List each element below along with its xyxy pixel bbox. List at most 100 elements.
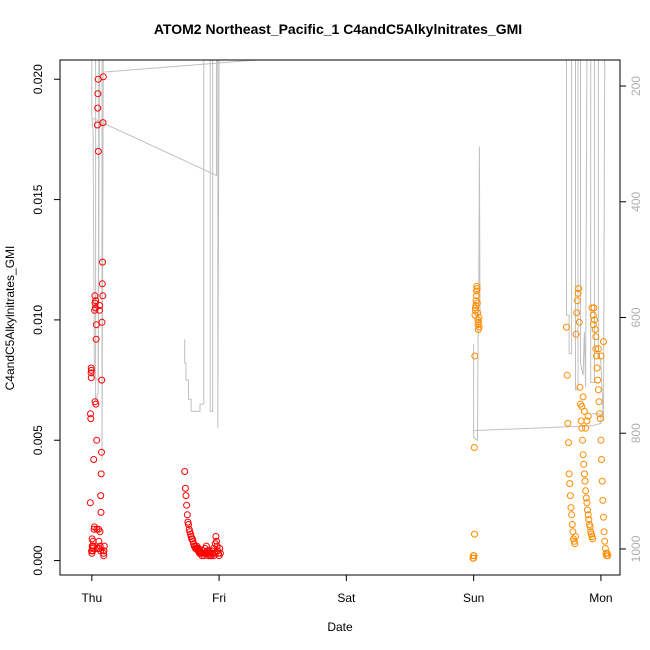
profile-line — [217, 59, 220, 429]
data-point — [96, 306, 103, 314]
x-axis-label: Date — [327, 620, 353, 634]
data-point — [95, 537, 103, 545]
data-point — [213, 537, 220, 545]
data-point — [471, 530, 478, 538]
data-point — [574, 289, 582, 297]
data-point — [470, 444, 478, 451]
data-point — [474, 309, 482, 317]
data-point — [93, 121, 101, 129]
data-point — [600, 528, 608, 536]
data-point — [592, 345, 600, 353]
data-point — [470, 554, 478, 562]
altitude-profile-lines — [91, 59, 606, 460]
data-point — [212, 533, 220, 540]
data-point — [99, 292, 107, 300]
y-tick-label: 0.015 — [31, 184, 45, 214]
data-point — [92, 321, 100, 329]
data-point — [599, 496, 607, 504]
data-point — [185, 521, 192, 528]
data-point — [99, 73, 107, 81]
data-point — [575, 285, 583, 293]
data-point — [578, 424, 586, 432]
data-point — [181, 484, 189, 492]
data-point — [581, 477, 589, 485]
data-point — [584, 412, 592, 420]
data-point — [472, 292, 480, 300]
data-point — [566, 492, 574, 500]
data-point — [565, 470, 573, 478]
data-point — [573, 297, 581, 305]
profile-line — [104, 59, 258, 73]
data-point — [601, 545, 609, 552]
data-point — [98, 280, 106, 288]
data-point — [473, 282, 481, 290]
y-tick-label: 0.000 — [31, 545, 45, 575]
data-point — [591, 316, 598, 324]
data-point — [597, 352, 605, 360]
data-point — [579, 393, 587, 401]
profile-line — [473, 146, 481, 442]
data-point — [96, 542, 104, 550]
y2-axis: 200 400 600 800 1000 — [619, 76, 643, 562]
data-point — [592, 333, 600, 341]
data-point — [572, 330, 580, 338]
data-point — [589, 321, 597, 329]
x-tick-label: Sat — [337, 591, 356, 605]
profile-line — [184, 60, 205, 412]
data-point — [595, 398, 603, 406]
data-point — [576, 383, 584, 391]
data-point — [597, 436, 605, 444]
data-point — [86, 499, 94, 507]
data-point — [473, 285, 481, 293]
data-point — [579, 451, 587, 459]
data-point — [594, 345, 602, 353]
y-tick-label: 0.010 — [31, 305, 45, 335]
data-point — [100, 542, 108, 550]
data-point — [98, 448, 105, 456]
data-point — [582, 487, 590, 495]
data-point — [567, 504, 575, 512]
data-point — [100, 552, 108, 560]
data-point — [216, 545, 224, 552]
data-point — [584, 506, 591, 514]
data-point — [586, 523, 594, 531]
data-point — [594, 386, 602, 394]
data-point — [589, 311, 597, 319]
data-point — [470, 552, 478, 560]
data-point — [579, 436, 586, 444]
data-point — [87, 374, 95, 382]
data-point — [216, 549, 224, 557]
data-point — [96, 528, 104, 536]
data-point — [568, 521, 576, 528]
profile-line — [580, 59, 588, 388]
profile-line — [91, 60, 217, 177]
data-point — [573, 309, 581, 317]
data-point — [584, 511, 592, 519]
data-point — [601, 537, 609, 545]
data-point — [582, 494, 590, 502]
y2-tick-label: 1000 — [629, 535, 643, 562]
data-point — [596, 410, 604, 418]
y-tick-label: 0.020 — [31, 64, 45, 94]
data-point — [99, 258, 106, 266]
data-point — [594, 376, 602, 384]
x-tick-label: Fri — [212, 591, 226, 605]
data-point — [94, 90, 102, 98]
data-point — [580, 460, 588, 468]
data-point — [97, 508, 105, 516]
data-point — [572, 533, 579, 540]
data-point — [87, 415, 95, 423]
data-point — [593, 364, 601, 372]
data-point — [90, 525, 98, 533]
data-point — [598, 477, 606, 485]
data-point — [473, 299, 481, 307]
chart-title: ATOM2 Northeast_Pacific_1 C4andC5Alkylni… — [154, 21, 522, 37]
data-point — [183, 501, 191, 509]
x-tick-label: Mon — [589, 591, 612, 605]
data-point — [182, 492, 190, 500]
data-point — [92, 400, 100, 408]
data-point — [93, 436, 101, 444]
profile-line — [95, 59, 100, 402]
data-point — [91, 292, 99, 300]
